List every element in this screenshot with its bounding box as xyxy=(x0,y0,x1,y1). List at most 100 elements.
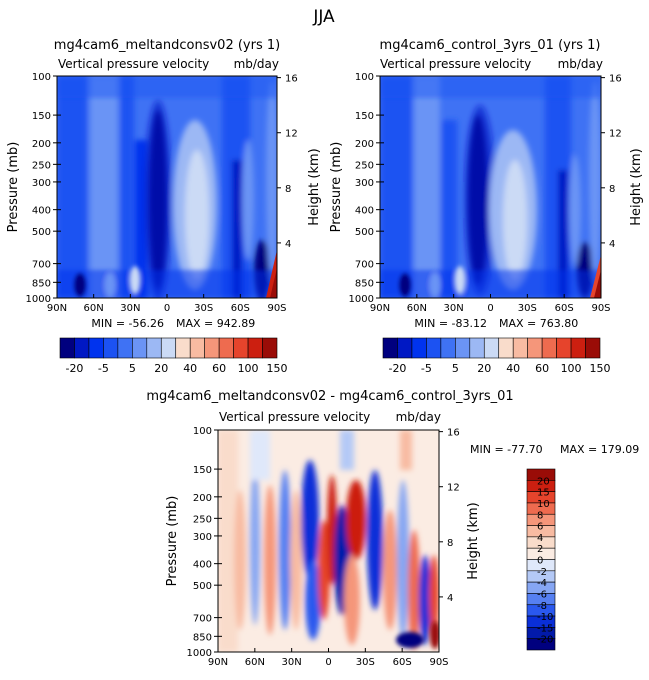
colorbar-swatch xyxy=(440,337,456,359)
y-tick-label: 200 xyxy=(32,139,51,150)
colorbar-label: 60 xyxy=(212,362,226,375)
colorbar-swatch xyxy=(189,337,205,359)
y-axis-diff: 100 150 200 250 300 400 500 700 850 1000 xyxy=(187,426,222,659)
y-tick-label: 400 xyxy=(355,206,374,217)
colorbar-swatch xyxy=(74,337,90,359)
height-tick-label: 16 xyxy=(447,428,460,439)
height-tick-label: 8 xyxy=(609,184,615,195)
colorbar-swatch xyxy=(541,337,557,359)
panel-right-title: mg4cam6_control_3yrs_01 (yrs 1) xyxy=(380,38,601,53)
colorbar-left: -20 -5 5 20 40 60 100 150 xyxy=(59,337,288,375)
colorbar-label: 0 xyxy=(537,556,543,567)
min-label-diff: MIN = -77.70 xyxy=(470,443,543,456)
x-tick-label: 60N xyxy=(245,657,265,668)
y-tick-label: 200 xyxy=(355,139,374,150)
colorbar-swatch xyxy=(585,337,601,359)
y-tick-label: 500 xyxy=(32,227,51,238)
y-tick-label: 500 xyxy=(193,581,212,592)
panel-left-subtitle: Vertical pressure velocity xyxy=(58,57,209,71)
x-axis-right: 90N 60N 30N 0 30S 60S 90S xyxy=(370,294,611,314)
y-tick-label: 400 xyxy=(193,560,212,571)
panel-right: mg4cam6_control_3yrs_01 (yrs 1) Vertical… xyxy=(329,38,644,375)
colorbar-swatch xyxy=(570,337,586,359)
colorbar-swatch xyxy=(483,337,500,359)
min-label-right: MIN = -83.12 xyxy=(414,317,487,330)
x-tick-label: 90S xyxy=(429,657,448,668)
colorbar-swatch xyxy=(103,337,119,359)
height-axis-diff: 16 12 8 4 xyxy=(439,428,460,604)
height-tick-label: 12 xyxy=(609,129,622,140)
height-tick-label: 12 xyxy=(285,129,298,140)
x-axis-left: 90N 60N 30N 0 30S 60S 90S xyxy=(47,294,287,314)
y-tick-label: 400 xyxy=(32,206,51,217)
y-tick-label: 100 xyxy=(355,72,374,83)
colorbar-swatch xyxy=(59,337,75,359)
panel-diff-title: mg4cam6_meltandconsv02 - mg4cam6_control… xyxy=(146,389,513,404)
colorbar-label: -20 xyxy=(537,635,553,646)
x-tick-label: 0 xyxy=(487,303,493,314)
y-tick-label: 1000 xyxy=(187,648,212,659)
colorbar-label: -8 xyxy=(537,601,547,612)
colorbar-swatch xyxy=(117,337,133,359)
height-tick-label: 4 xyxy=(447,593,453,604)
height-tick-label: 16 xyxy=(609,74,622,85)
x-tick-label: 60N xyxy=(84,303,104,314)
y-tick-label: 250 xyxy=(193,514,212,525)
height-label-right: Height (km) xyxy=(629,148,644,225)
y-tick-label: 850 xyxy=(193,632,212,643)
colorbar-label: 20 xyxy=(477,362,491,375)
colorbar-label: 8 xyxy=(537,510,543,521)
colorbar-swatch xyxy=(146,337,162,359)
x-tick-label: 90N xyxy=(47,303,67,314)
colorbar-swatch xyxy=(160,337,177,359)
colorbar-swatch xyxy=(512,337,528,359)
colorbar-label: 40 xyxy=(183,362,197,375)
x-tick-label: 0 xyxy=(325,657,331,668)
y-tick-label: 150 xyxy=(193,465,212,476)
colorbar-swatch xyxy=(175,337,191,359)
colorbar-label: 4 xyxy=(537,533,543,544)
x-tick-label: 30S xyxy=(194,303,213,314)
y-label-diff: Pressure (mb) xyxy=(165,496,180,587)
panel-right-units: mb/day xyxy=(558,57,603,71)
colorbar-label: 6 xyxy=(537,522,543,533)
x-tick-label: 90N xyxy=(370,303,390,314)
contour-field-left xyxy=(57,76,277,298)
x-tick-label: 30S xyxy=(518,303,537,314)
height-tick-label: 4 xyxy=(285,239,291,250)
contour-field-diff xyxy=(218,430,439,652)
x-tick-label: 60S xyxy=(231,303,250,314)
colorbar-label: -2 xyxy=(537,567,547,578)
x-tick-label: 90S xyxy=(267,303,286,314)
x-tick-label: 60S xyxy=(393,657,412,668)
colorbar-swatch xyxy=(498,337,514,359)
colorbar-label: 20 xyxy=(537,476,550,487)
colorbar-label: 5 xyxy=(129,362,136,375)
colorbar-swatch xyxy=(382,337,398,359)
y-tick-label: 500 xyxy=(355,227,374,238)
colorbar-swatch xyxy=(247,337,263,359)
height-tick-label: 4 xyxy=(609,239,615,250)
y-tick-label: 250 xyxy=(355,160,374,171)
y-axis-right: 100 150 200 250 300 400 500 700 850 1000 xyxy=(349,72,384,305)
y-tick-label: 100 xyxy=(32,72,51,83)
max-label-right: MAX = 763.80 xyxy=(499,317,578,330)
y-label-right: Pressure (mb) xyxy=(329,142,344,233)
x-tick-label: 30S xyxy=(356,657,375,668)
y-tick-label: 150 xyxy=(355,111,374,122)
x-tick-label: 30N xyxy=(444,303,464,314)
colorbar-swatch xyxy=(88,337,104,359)
colorbar-label: 20 xyxy=(154,362,168,375)
colorbar-label: 60 xyxy=(535,362,549,375)
panel-diff: mg4cam6_meltandconsv02 - mg4cam6_control… xyxy=(146,389,639,668)
panel-left: mg4cam6_meltandconsv02 (yrs 1) Vertical … xyxy=(6,38,322,375)
height-axis-left: 16 12 8 4 xyxy=(277,74,298,250)
colorbar-swatch xyxy=(397,337,413,359)
colorbar-label: -5 xyxy=(98,362,109,375)
height-tick-label: 8 xyxy=(285,184,291,195)
colorbar-label: 40 xyxy=(506,362,520,375)
x-tick-label: 90N xyxy=(208,657,228,668)
colorbar-swatch xyxy=(233,337,249,359)
